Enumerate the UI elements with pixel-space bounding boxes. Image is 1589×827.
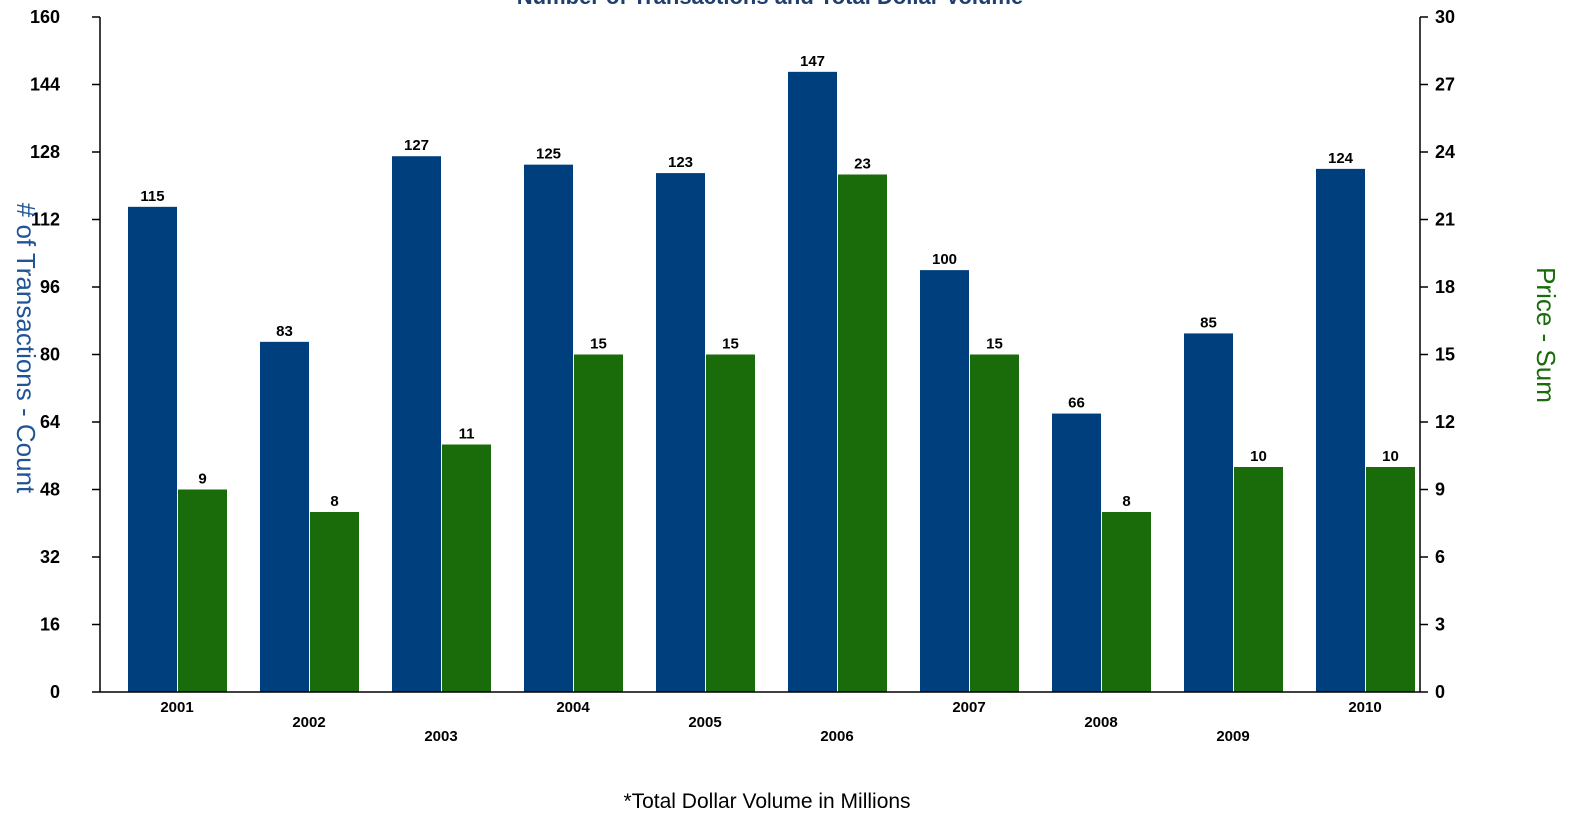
bar-count [656, 173, 705, 692]
bar-count-label: 85 [1200, 314, 1217, 331]
bar-count-label: 66 [1068, 395, 1085, 412]
left-tick-label: 64 [40, 412, 60, 432]
bar-price [1366, 467, 1415, 692]
bar-count [1052, 413, 1101, 692]
category-label: 2003 [424, 728, 457, 745]
right-tick-label: 6 [1435, 547, 1445, 567]
left-tick-label: 0 [50, 682, 60, 702]
left-tick-label: 144 [30, 75, 60, 95]
bar-price-label: 15 [590, 336, 607, 353]
bar-price-label: 15 [986, 336, 1003, 353]
right-tick-label: 18 [1435, 277, 1455, 297]
bar-count [260, 341, 309, 692]
bar-count-label: 123 [668, 154, 693, 171]
bar-price [442, 444, 491, 692]
bar-price [1234, 467, 1283, 692]
bar-count-label: 125 [536, 146, 561, 163]
bar-price-label: 15 [722, 336, 739, 353]
bar-count [524, 164, 573, 692]
bar-count-label: 124 [1328, 150, 1354, 167]
left-tick-label: 128 [30, 142, 60, 162]
bar-count-label: 83 [276, 323, 293, 340]
category-label: 2006 [820, 728, 853, 745]
bar-price-label: 8 [330, 493, 338, 510]
category-label: 2001 [160, 699, 193, 716]
left-tick-label: 80 [40, 345, 60, 365]
right-tick-label: 9 [1435, 480, 1445, 500]
bar-count-label: 115 [140, 188, 164, 205]
category-label: 2007 [952, 699, 985, 716]
left-axis-ticks: 0 16 32 48 64 80 96 112 128 144 160 [30, 7, 100, 702]
bar-price-label: 11 [459, 426, 475, 443]
right-tick-label: 27 [1435, 75, 1455, 95]
category-label: 2008 [1084, 714, 1117, 731]
bar-price-label: 23 [854, 156, 871, 173]
chart-title: Number of Transactions and Total Dollar … [517, 0, 1023, 9]
category-label: 2010 [1348, 699, 1381, 716]
bar-price [178, 489, 227, 692]
category-labels: 2001 2002 2003 2004 2005 2006 2007 2008 2009 2010 [160, 699, 1381, 745]
left-tick-label: 160 [30, 7, 60, 27]
footnote: *Total Dollar Volume in Millions [623, 790, 910, 813]
axes [99, 17, 1421, 693]
left-tick-label: 16 [40, 615, 60, 635]
bar-count [788, 71, 837, 692]
category-label: 2009 [1216, 728, 1249, 745]
right-tick-label: 12 [1435, 412, 1455, 432]
left-tick-label: 32 [40, 547, 60, 567]
right-axis-label: Price - Sum [1531, 267, 1561, 403]
bar-count [1184, 333, 1233, 692]
right-axis-ticks: 0 3 6 9 12 15 18 21 24 27 30 [1420, 7, 1455, 702]
bar-count-label: 127 [404, 137, 429, 154]
right-tick-label: 21 [1435, 210, 1455, 230]
bars: 115 9 83 8 127 11 125 15 123 15 147 23 100 15 66 8 85 10 1… [128, 53, 1415, 692]
bar-price [1102, 512, 1151, 692]
bar-count [920, 270, 969, 692]
right-tick-label: 30 [1435, 7, 1455, 27]
bar-price-label: 10 [1250, 448, 1267, 465]
category-label: 2005 [688, 714, 721, 731]
bar-price [970, 354, 1019, 692]
category-label: 2002 [292, 714, 325, 731]
bar-price [838, 174, 887, 692]
bar-price [310, 512, 359, 692]
right-tick-label: 3 [1435, 615, 1445, 635]
bar-count [1316, 168, 1365, 692]
bar-price-label: 8 [1122, 493, 1130, 510]
right-tick-label: 15 [1435, 345, 1455, 365]
category-label: 2004 [556, 699, 590, 716]
bar-price [574, 354, 623, 692]
left-tick-label: 48 [40, 480, 60, 500]
bar-price [706, 354, 755, 692]
right-tick-label: 0 [1435, 682, 1445, 702]
left-tick-label: 112 [31, 210, 60, 230]
bar-count-label: 147 [800, 53, 825, 70]
bar-price-label: 10 [1382, 448, 1399, 465]
left-tick-label: 96 [40, 277, 60, 297]
right-tick-label: 24 [1435, 142, 1455, 162]
bar-count [392, 156, 441, 692]
bar-count-label: 100 [932, 251, 957, 268]
bar-count [128, 206, 177, 692]
left-axis-label: # of Transactions - Count [11, 203, 41, 494]
bar-price-label: 9 [198, 471, 206, 488]
